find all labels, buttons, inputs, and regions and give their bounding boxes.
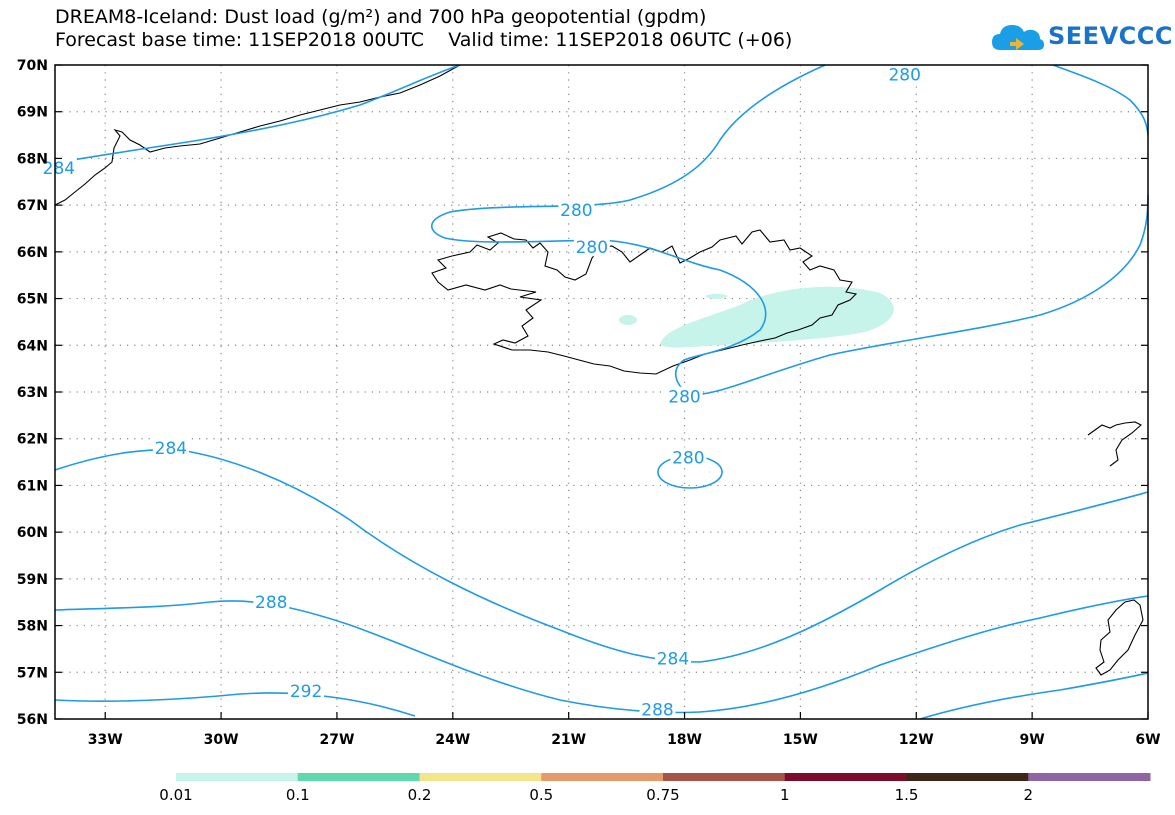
lon-label: 15W (783, 732, 818, 748)
contour-284-south (54, 448, 1149, 663)
legend-label: 2 (1023, 786, 1033, 804)
legend-swatch (297, 773, 420, 781)
legend-label: 1.5 (895, 786, 919, 804)
axis-labels: 70N 69N 68N 67N 66N 65N 64N 63N 62N 61N 60N 59N 58N 5… (17, 58, 1161, 748)
lon-label: 18W (667, 732, 702, 748)
lat-label: 56N (17, 712, 48, 728)
lon-label: 24W (435, 732, 470, 748)
coastlines (54, 64, 1144, 676)
lat-label: 59N (17, 572, 48, 588)
lat-label: 64N (17, 338, 48, 354)
legend-label: 0.75 (646, 786, 679, 804)
contour-label-bg (152, 438, 189, 458)
greenland-coastline (54, 64, 461, 206)
contour-label-bg (886, 64, 923, 84)
contour-label: 280 (668, 388, 700, 408)
lat-label: 57N (17, 665, 48, 681)
lat-label: 66N (17, 245, 48, 261)
lat-label: 65N (17, 292, 48, 308)
contour-label: 280 (576, 238, 608, 258)
lat-label: 61N (17, 478, 48, 494)
contour-label-bg (639, 699, 676, 719)
legend-swatch (906, 773, 1029, 781)
faroe-islands (1087, 421, 1142, 467)
lon-label: 30W (204, 732, 239, 748)
lat-label: 63N (17, 385, 48, 401)
legend-label: 0.01 (159, 786, 192, 804)
contour-292 (54, 692, 416, 717)
contour-label: 280 (560, 201, 592, 221)
dust-load-shading (619, 286, 894, 348)
lat-label: 62N (17, 432, 48, 448)
legend-label: 1 (780, 786, 790, 804)
map-title-line-1: DREAM8-Iceland: Dust load (g/m²) and 700… (55, 6, 707, 28)
dust-plume-east (660, 286, 894, 348)
cloud-icon (992, 25, 1044, 50)
lat-label: 68N (17, 151, 48, 167)
contour-label-bg (670, 447, 707, 467)
lat-label: 69N (17, 105, 48, 121)
contour-label: 288 (641, 701, 673, 721)
contour-label: 280 (888, 65, 920, 85)
lon-label: 27W (319, 732, 354, 748)
dust-spot-west (619, 315, 637, 325)
legend-swatch (541, 773, 664, 781)
contour-label-bg (666, 386, 703, 406)
geopotential-contours (54, 64, 1149, 720)
map-title-line-2: Forecast base time: 11SEP2018 00UTC Vali… (55, 29, 793, 51)
contour-label-bg (40, 157, 77, 177)
lon-label: 9W (1020, 732, 1045, 748)
color-legend: 0.01 0.1 0.2 0.5 0.75 1 1.5 2 (159, 773, 1151, 804)
legend-swatch (784, 773, 907, 781)
contour-label: 284 (657, 649, 689, 669)
contour-label-bg (573, 237, 610, 257)
lat-label: 58N (17, 619, 48, 635)
lat-label: 70N (17, 58, 48, 74)
legend-swatch (1028, 773, 1151, 781)
contour-label-bg (558, 199, 595, 219)
legend-swatch (419, 773, 542, 781)
contour-280-north-east (430, 64, 1149, 396)
legend-swatch (663, 773, 786, 781)
legend-label: 0.1 (286, 786, 310, 804)
lat-label: 67N (17, 198, 48, 214)
contour-south-east (919, 672, 1149, 720)
map-grid (55, 65, 1148, 719)
lon-label: 6W (1135, 732, 1160, 748)
lon-label: 12W (899, 732, 934, 748)
lon-label: 21W (551, 732, 586, 748)
legend-label: 0.2 (408, 786, 432, 804)
scotland-coastline (1095, 599, 1144, 676)
contour-288 (54, 595, 1149, 714)
contour-label-bg (654, 648, 691, 668)
contour-labels: 280 284 280 280 280 284 280 288 284 292 288 (40, 64, 923, 721)
legend-swatch (176, 773, 299, 781)
contour-label-bg (288, 680, 325, 700)
contour-label: 284 (155, 439, 187, 459)
contour-label-bg (253, 592, 290, 612)
dust-plume-small (705, 293, 728, 299)
logo-text: SEEVCCC (1048, 22, 1173, 50)
legend-label: 0.5 (529, 786, 553, 804)
contour-280-corner (1052, 64, 1149, 136)
contour-label: 284 (43, 159, 75, 179)
lon-label: 33W (88, 732, 123, 748)
contour-label: 288 (255, 593, 287, 613)
contour-284-greenland (54, 64, 461, 164)
seevccc-logo: SEEVCCC (990, 18, 1173, 58)
contour-label: 292 (290, 682, 322, 702)
lat-label: 60N (17, 525, 48, 541)
contour-label: 280 (672, 448, 704, 468)
